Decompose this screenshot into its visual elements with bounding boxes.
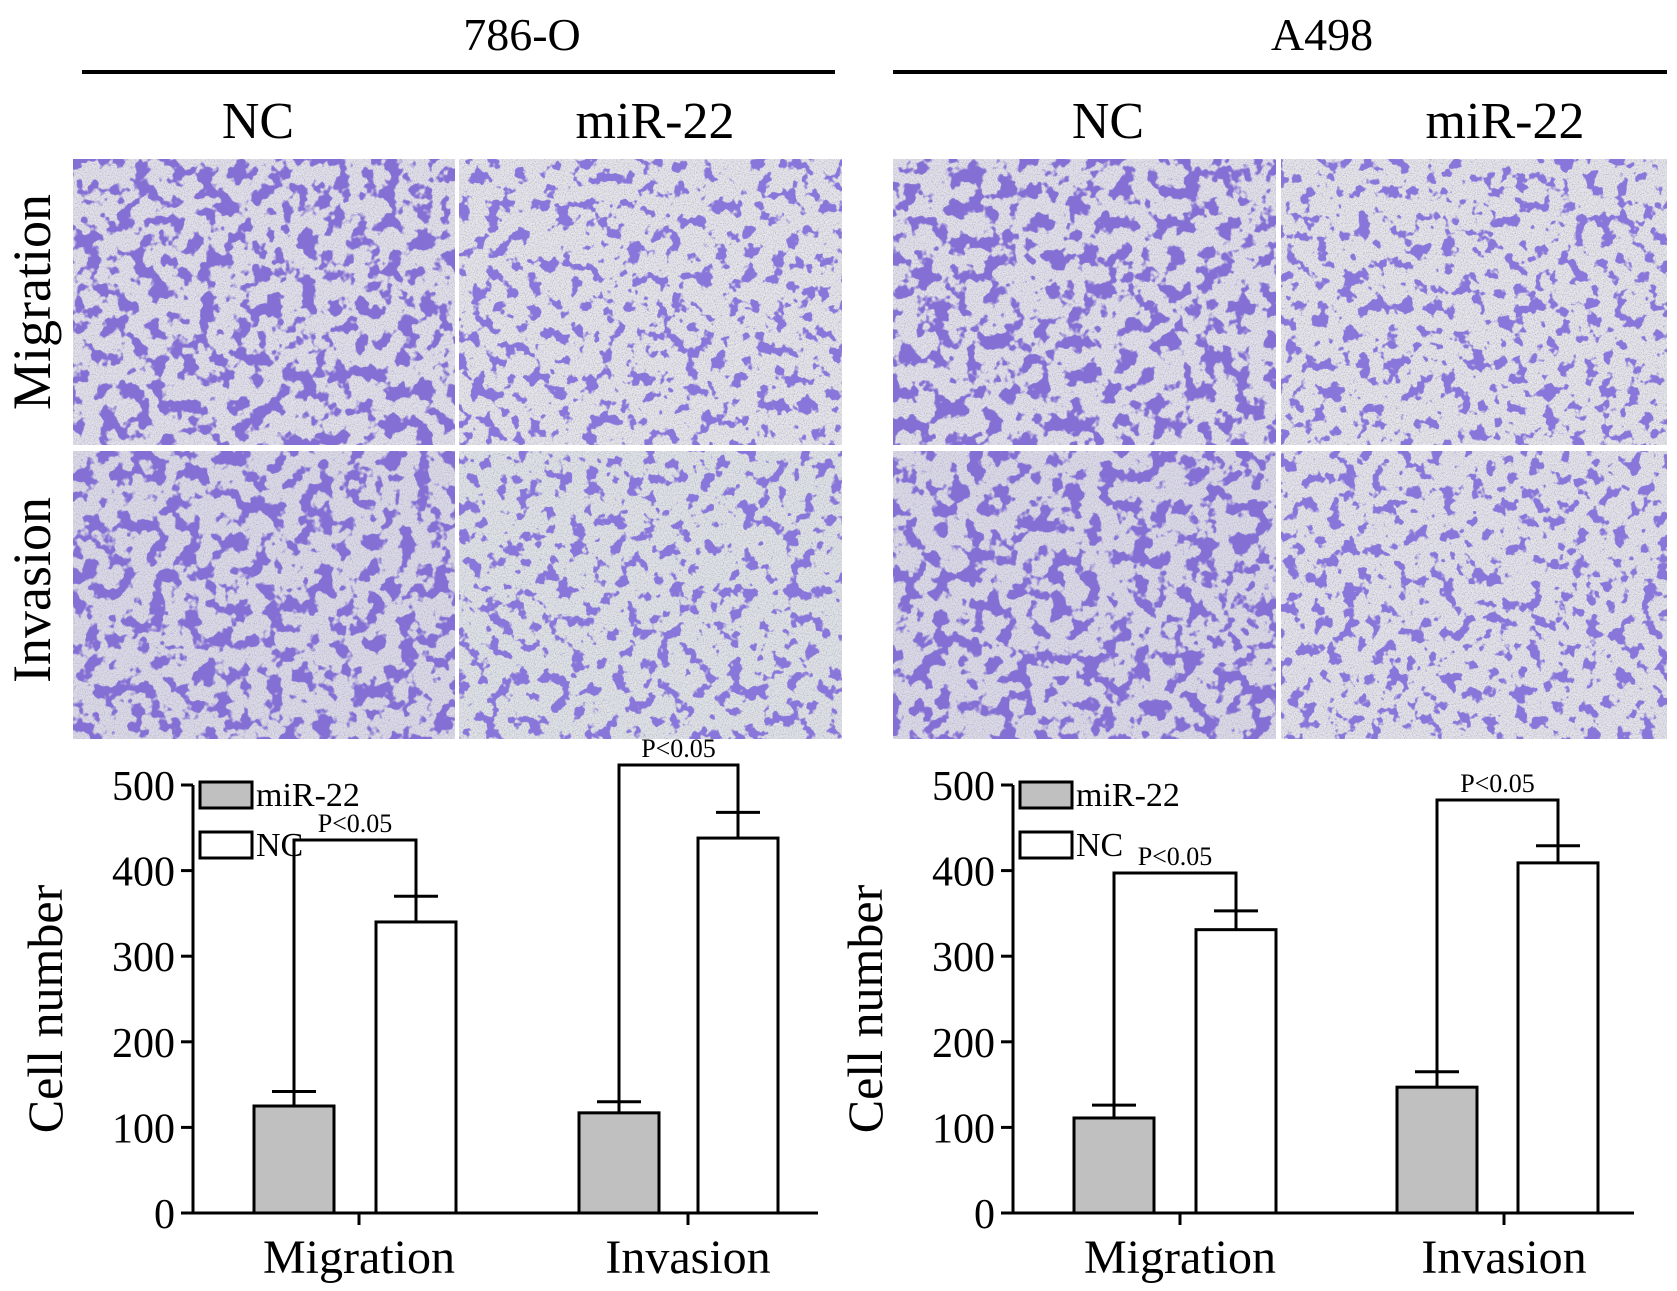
row-label-invasion: Invasion <box>2 497 62 683</box>
significance-label: P<0.05 <box>641 734 716 763</box>
y-tick-label: 200 <box>932 1021 995 1067</box>
panel-a498-header: A498 NC miR-22 <box>893 9 1667 150</box>
y-tick-label: 500 <box>932 764 995 810</box>
x-tick-label: Migration <box>263 1231 455 1284</box>
legend-label: NC <box>256 827 303 864</box>
x-tick-label: Invasion <box>605 1231 770 1284</box>
legend-label: miR-22 <box>1076 777 1180 814</box>
significance-bracket <box>1112 871 1238 1106</box>
cell-line-label: 786-O <box>463 9 581 60</box>
y-tick-label: 200 <box>112 1021 175 1067</box>
y-tick-label: 500 <box>112 764 175 810</box>
micrograph-786o-mir22-invasion <box>459 451 842 739</box>
significance-bracket <box>292 838 418 1092</box>
bar-nc-invasion <box>1516 861 1600 1215</box>
bar-nc-invasion <box>696 836 780 1215</box>
bar-nc-migration <box>374 920 458 1215</box>
y-tick-label: 400 <box>932 850 995 896</box>
x-tick-label: Migration <box>1084 1231 1276 1284</box>
y-axis-label: Cell number <box>17 884 73 1133</box>
micrograph-786o-nc-invasion <box>73 451 455 739</box>
column-label-nc: NC <box>1072 93 1144 150</box>
legend-label: NC <box>1076 827 1123 864</box>
row-label-migration: Migration <box>2 194 62 410</box>
bar-chart-786o: 0 100 200 300 400 500 Cell number Migration Inva… <box>17 734 818 1284</box>
significance-label: P<0.05 <box>1460 769 1535 798</box>
y-tick-label: 100 <box>932 1106 995 1152</box>
cell-line-label: A498 <box>1271 9 1373 60</box>
bar-mir22-invasion <box>577 1111 661 1215</box>
column-label-nc: NC <box>222 93 294 150</box>
x-tick-label: Invasion <box>1421 1231 1586 1284</box>
legend-swatch <box>198 780 254 810</box>
micrograph-a498-mir22-migration <box>1281 159 1667 445</box>
y-tick-label: 0 <box>974 1192 995 1238</box>
micrograph-786o-mir22-migration <box>459 159 842 445</box>
y-tick-label: 400 <box>112 850 175 896</box>
micrograph-grid <box>73 159 1667 739</box>
bar-nc-migration <box>1194 928 1278 1215</box>
y-tick-label: 300 <box>932 935 995 981</box>
legend-swatch <box>1018 830 1074 860</box>
y-tick-label: 100 <box>112 1106 175 1152</box>
significance-label: P<0.05 <box>1138 842 1213 871</box>
micrograph-786o-nc-migration <box>73 159 455 445</box>
column-label-mir22: miR-22 <box>576 93 735 150</box>
significance-label: P<0.05 <box>318 809 393 838</box>
significance-bracket <box>1435 798 1560 1072</box>
legend-swatch <box>1018 780 1074 810</box>
column-label-mir22: miR-22 <box>1426 93 1585 150</box>
significance-bracket <box>617 763 740 1102</box>
bar-mir22-migration <box>1072 1116 1156 1215</box>
panel-786o-header: 786-O NC miR-22 <box>82 9 835 150</box>
legend-label: miR-22 <box>256 777 360 814</box>
bar-mir22-migration <box>252 1104 336 1215</box>
bar-mir22-invasion <box>1395 1085 1479 1215</box>
y-tick-label: 300 <box>112 935 175 981</box>
bar-chart-a498: 0 100 200 300 400 500 Cell number Migration Inva… <box>837 764 1634 1284</box>
legend-swatch <box>198 830 254 860</box>
y-tick-label: 0 <box>154 1192 175 1238</box>
micrograph-a498-nc-migration <box>893 159 1276 445</box>
y-axis-label: Cell number <box>837 884 893 1133</box>
micrograph-a498-mir22-invasion <box>1281 451 1667 739</box>
micrograph-a498-nc-invasion <box>893 451 1276 739</box>
